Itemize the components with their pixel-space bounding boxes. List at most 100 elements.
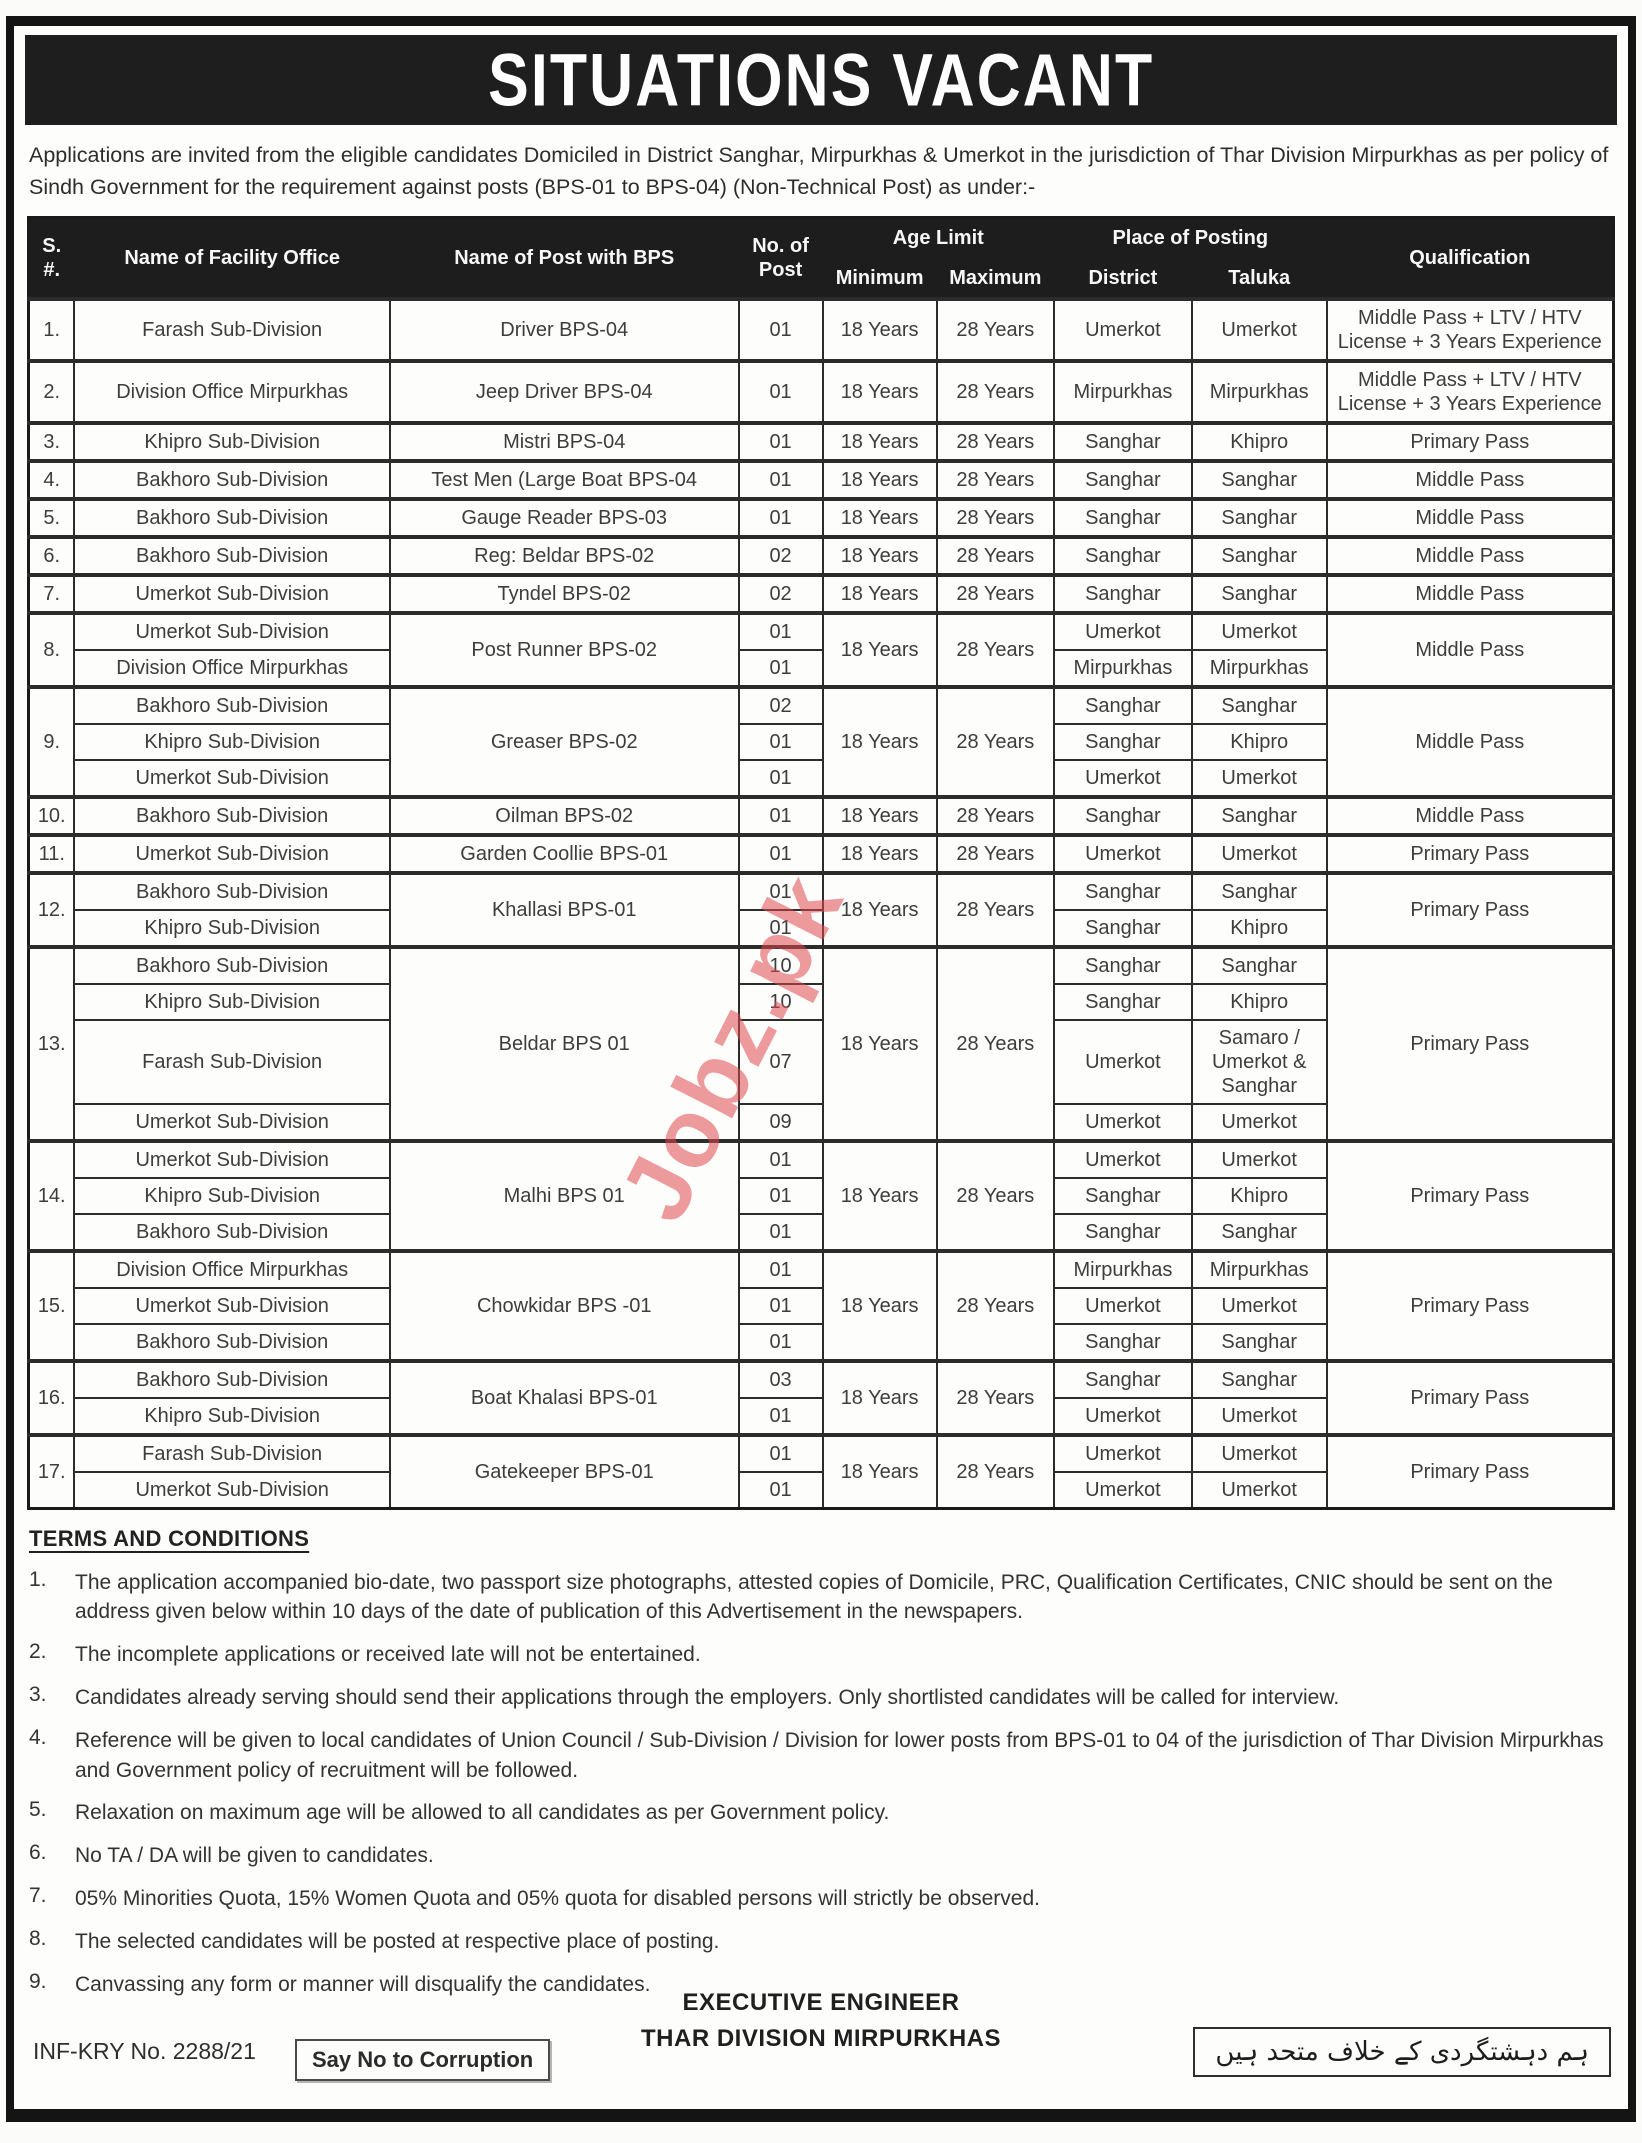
terms-heading: TERMS AND CONDITIONS (29, 1525, 310, 1551)
table-row: 9. Bakhoro Sub-Division Greaser BPS-02 02 18… (27, 684, 1615, 798)
table-row: Khipro Sub-Division 01 Umerkot Umerkot (29, 1396, 1614, 1436)
cell-taluka: Umerkot (1190, 1102, 1328, 1142)
cell-age-maximum: 28 Years (935, 610, 1055, 688)
table-row: 14. Umerkot Sub-Division Malhi BPS 01 01 18 … (27, 1138, 1615, 1252)
cell-qualification: Primary Pass (1325, 944, 1615, 1142)
cell-facility-office: Bakhoro Sub-Division (73, 496, 391, 538)
cell-no-of-posts: 01 (737, 1286, 824, 1325)
cell-no-of-posts: 01 (737, 1470, 824, 1509)
cell-taluka: Umerkot (1190, 1396, 1328, 1436)
cell-serial-number: 2. (27, 358, 76, 424)
cell-age-minimum: 18 Years (821, 420, 938, 462)
cell-facility-office: Umerkot Sub-Division (73, 572, 391, 614)
cell-post-name: Oilman BPS-02 (388, 794, 740, 836)
footer: INF-KRY No. 2288/21 Say No to Corruption… (27, 1983, 1615, 2101)
intro-paragraph: Applications are invited from the eligib… (29, 143, 1609, 200)
term-text: No TA / DA will be given to candidates. (75, 1844, 434, 1868)
cell-taluka: Mirpurkhas (1190, 1248, 1328, 1289)
table-row: Bakhoro Sub-Division 01 Sanghar Sanghar (29, 1212, 1614, 1252)
cell-district: Sanghar (1052, 870, 1193, 911)
table-row: Farash Sub-Division 07 Umerkot Samaro / Ume… (29, 1018, 1614, 1105)
cell-no-of-posts: 01 (737, 794, 824, 836)
table-row: Division Office Mirpurkhas 01 Mirpurkhas Mi… (29, 648, 1614, 688)
cell-age-maximum: 28 Years (935, 832, 1055, 874)
cell-serial-number: 8. (27, 610, 76, 688)
header-place-of-posting: Place of Posting (1052, 216, 1328, 259)
cell-serial-number: 11. (27, 832, 76, 874)
table-row: 7. Umerkot Sub-Division Tyndel BPS-02 02 18 … (27, 572, 1615, 614)
cell-facility-office: Bakhoro Sub-Division (73, 684, 391, 725)
table-row: Khipro Sub-Division 01 Sanghar Khipro (29, 1176, 1614, 1215)
cell-age-minimum: 18 Years (821, 870, 938, 948)
cell-district: Sanghar (1052, 1322, 1193, 1362)
term-text: Candidates already serving should send t… (75, 1685, 1340, 1709)
cell-district: Umerkot (1052, 1018, 1193, 1105)
cell-age-maximum: 28 Years (935, 870, 1055, 948)
term-number: 6. (29, 1841, 47, 1865)
cell-post-name: Mistri BPS-04 (388, 420, 740, 462)
cell-facility-office: Bakhoro Sub-Division (73, 1322, 391, 1362)
cell-taluka: Sanghar (1190, 870, 1328, 911)
cell-district: Umerkot (1052, 296, 1193, 362)
advertisement-frame: SITUATIONS VACANT Applications are invit… (6, 16, 1636, 2122)
cell-district: Sanghar (1052, 908, 1193, 948)
cell-district: Sanghar (1052, 794, 1193, 836)
cell-district: Sanghar (1052, 496, 1193, 538)
cell-district: Sanghar (1052, 1358, 1193, 1399)
term-item: 8. The selected candidates will be posted… (29, 1927, 1613, 1957)
cell-serial-number: 4. (27, 458, 76, 500)
cell-no-of-posts: 09 (737, 1102, 824, 1142)
terms-list: 1. The application accompanied bio-date, … (29, 1568, 1613, 2000)
header-facility-office: Name of Facility Office (73, 216, 391, 300)
cell-no-of-posts: 01 (737, 1322, 824, 1362)
cell-no-of-posts: 01 (737, 832, 824, 874)
cell-facility-office: Umerkot Sub-Division (73, 1102, 391, 1142)
term-number: 7. (29, 1884, 47, 1907)
term-text: Reference will be given to local candida… (75, 1728, 1604, 1782)
cell-taluka: Sanghar (1190, 1212, 1328, 1252)
cell-no-of-posts: 01 (737, 296, 824, 362)
cell-facility-office: Bakhoro Sub-Division (73, 870, 391, 911)
advert-ref-number: INF-KRY No. 2288/21 (33, 2038, 256, 2064)
cell-post-name: Beldar BPS 01 (388, 944, 740, 1142)
cell-facility-office: Umerkot Sub-Division (73, 832, 391, 874)
cell-district: Umerkot (1052, 758, 1193, 798)
cell-age-maximum: 28 Years (935, 1432, 1055, 1509)
cell-age-minimum: 18 Years (821, 1138, 938, 1252)
terms-section: TERMS AND CONDITIONS 1. The application a… (27, 1526, 1615, 2000)
cell-serial-number: 12. (27, 870, 76, 948)
cell-facility-office: Bakhoro Sub-Division (73, 458, 391, 500)
cell-serial-number: 6. (27, 534, 76, 576)
cell-no-of-posts: 10 (737, 982, 824, 1021)
term-text: Relaxation on maximum age will be allowe… (75, 1801, 890, 1825)
cell-post-name: Tyndel BPS-02 (388, 572, 740, 614)
table-row: 1. Farash Sub-Division Driver BPS-04 01 18 Y… (27, 296, 1615, 362)
cell-no-of-posts: 01 (737, 458, 824, 500)
cell-district: Sanghar (1052, 534, 1193, 576)
signature-block: EXECUTIVE ENGINEER THAR DIVISION MIRPURK… (641, 1989, 1001, 2053)
term-number: 3. (29, 1682, 47, 1706)
cell-no-of-posts: 03 (737, 1358, 824, 1399)
table-header: S. #. Name of Facility Office Name of Po… (27, 216, 1615, 300)
cell-serial-number: 15. (27, 1248, 76, 1362)
table-row: Umerkot Sub-Division 01 Umerkot Umerkot (29, 1286, 1614, 1325)
table-row: 6. Bakhoro Sub-Division Reg: Beldar BPS-02… (27, 534, 1615, 576)
cell-facility-office: Khipro Sub-Division (73, 1176, 391, 1215)
cell-taluka: Sanghar (1190, 1358, 1328, 1399)
cell-taluka: Umerkot (1190, 758, 1328, 798)
table-row: 16. Bakhoro Sub-Division Boat Khalasi BPS-… (27, 1358, 1615, 1436)
term-text: The selected candidates will be posted a… (75, 1929, 720, 1953)
title-band: SITUATIONS VACANT (27, 37, 1615, 123)
cell-taluka: Sanghar (1190, 1322, 1328, 1362)
signature-office: THAR DIVISION MIRPURKHAS (640, 2025, 1002, 2052)
table-row: 11. Umerkot Sub-Division Garden Coollie BP… (27, 832, 1615, 874)
cell-taluka: Sanghar (1190, 496, 1328, 538)
cell-district: Umerkot (1052, 1138, 1193, 1179)
cell-no-of-posts: 01 (737, 1138, 824, 1179)
cell-no-of-posts: 01 (737, 1212, 824, 1252)
cell-age-maximum: 28 Years (935, 358, 1055, 424)
table-row: 3. Khipro Sub-Division Mistri BPS-04 01 18 Y… (27, 420, 1615, 462)
cell-qualification: Middle Pass (1325, 684, 1615, 798)
cell-facility-office: Bakhoro Sub-Division (73, 1212, 391, 1252)
cell-age-maximum: 28 Years (935, 534, 1055, 576)
